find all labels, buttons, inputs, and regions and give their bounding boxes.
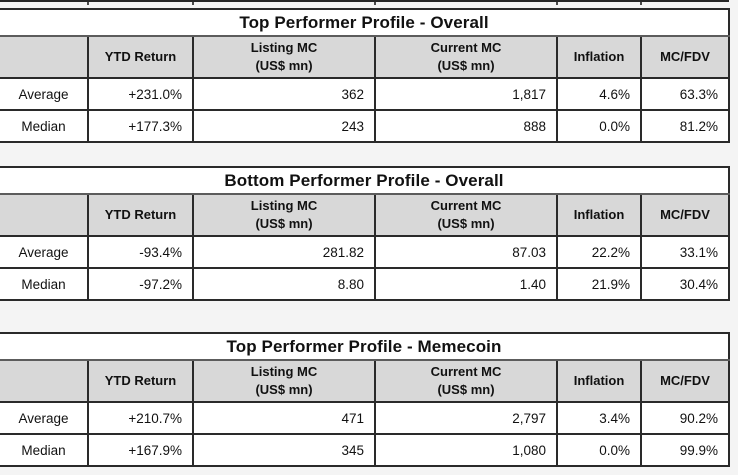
header-line: Current MC [430, 40, 502, 56]
col-header-ytd-return: YTD Return [88, 35, 194, 79]
table-row-median: Median -97.2% 8.80 1.40 21.9% 30.4% [0, 267, 731, 301]
col-header-inflation: Inflation [557, 359, 642, 403]
col-header-ytd-return: YTD Return [88, 193, 194, 237]
col-header-mc-fdv: MC/FDV [641, 35, 731, 79]
cropped-column-tick [192, 2, 194, 5]
listing-mc-value: 345 [193, 433, 376, 467]
mc-fdv-value: 99.9% [641, 433, 731, 467]
table-header-row: YTD Return Listing MC (US$ mn) Current MC… [0, 35, 731, 79]
stats-table: Bottom Performer Profile - Overall YTD R… [0, 166, 731, 301]
col-header-blank [0, 359, 89, 403]
current-mc-value: 2,797 [375, 401, 558, 435]
col-header-blank [0, 35, 89, 79]
col-header-ytd-return: YTD Return [88, 359, 194, 403]
col-header-listing-mc: Listing MC (US$ mn) [193, 359, 376, 403]
listing-mc-value: 8.80 [193, 267, 376, 301]
col-header-listing-mc: Listing MC (US$ mn) [193, 35, 376, 79]
table-top-performer-memecoin: Top Performer Profile - Memecoin YTD Ret… [0, 332, 731, 467]
current-mc-value: 888 [375, 109, 558, 143]
ytd-return-value: +210.7% [88, 401, 194, 435]
col-header-blank [0, 193, 89, 237]
mc-fdv-value: 63.3% [641, 77, 731, 111]
current-mc-value: 1,080 [375, 433, 558, 467]
header-line: Listing MC [250, 40, 318, 56]
col-header-current-mc: Current MC (US$ mn) [375, 35, 558, 79]
inflation-value: 21.9% [557, 267, 642, 301]
mc-fdv-value: 81.2% [641, 109, 731, 143]
ytd-return-value: +177.3% [88, 109, 194, 143]
ytd-return-value: +231.0% [88, 77, 194, 111]
table-row-median: Median +167.9% 345 1,080 0.0% 99.9% [0, 433, 731, 467]
col-header-inflation: Inflation [557, 193, 642, 237]
col-header-inflation: Inflation [557, 35, 642, 79]
listing-mc-value: 281.82 [193, 235, 376, 269]
table-title: Bottom Performer Profile - Overall [0, 166, 731, 195]
table-title: Top Performer Profile - Overall [0, 8, 731, 37]
stats-table: Top Performer Profile - Overall YTD Retu… [0, 8, 731, 143]
table-header-row: YTD Return Listing MC (US$ mn) Current MC… [0, 359, 731, 403]
mc-fdv-value: 30.4% [641, 267, 731, 301]
row-label: Average [0, 235, 89, 269]
mc-fdv-value: 33.1% [641, 235, 731, 269]
table-row-average: Average +210.7% 471 2,797 3.4% 90.2% [0, 401, 731, 435]
current-mc-value: 1,817 [375, 77, 558, 111]
inflation-value: 22.2% [557, 235, 642, 269]
listing-mc-value: 471 [193, 401, 376, 435]
header-unit: (US$ mn) [255, 58, 313, 73]
current-mc-value: 1.40 [375, 267, 558, 301]
cropped-column-tick [87, 2, 89, 5]
stats-table: Top Performer Profile - Memecoin YTD Ret… [0, 332, 731, 467]
header-unit: (US$ mn) [437, 382, 495, 397]
row-label: Median [0, 109, 89, 143]
col-header-mc-fdv: MC/FDV [641, 359, 731, 403]
table-title-row: Top Performer Profile - Overall [0, 8, 731, 37]
row-label: Average [0, 77, 89, 111]
header-line: Listing MC [250, 364, 318, 380]
table-title: Top Performer Profile - Memecoin [0, 332, 731, 361]
table-row-median: Median +177.3% 243 888 0.0% 81.2% [0, 109, 731, 143]
table-top-performer-overall: Top Performer Profile - Overall YTD Retu… [0, 8, 731, 143]
table-row-average: Average +231.0% 362 1,817 4.6% 63.3% [0, 77, 731, 111]
inflation-value: 3.4% [557, 401, 642, 435]
listing-mc-value: 362 [193, 77, 376, 111]
row-label: Median [0, 267, 89, 301]
cropped-column-tick [374, 2, 376, 5]
cropped-column-tick [640, 2, 642, 5]
header-line: Current MC [430, 198, 502, 214]
header-line: Current MC [430, 364, 502, 380]
header-line: Listing MC [250, 198, 318, 214]
listing-mc-value: 243 [193, 109, 376, 143]
col-header-listing-mc: Listing MC (US$ mn) [193, 193, 376, 237]
table-row-average: Average -93.4% 281.82 87.03 22.2% 33.1% [0, 235, 731, 269]
row-label: Median [0, 433, 89, 467]
col-header-current-mc: Current MC (US$ mn) [375, 359, 558, 403]
ytd-return-value: -93.4% [88, 235, 194, 269]
col-header-mc-fdv: MC/FDV [641, 193, 731, 237]
header-unit: (US$ mn) [255, 382, 313, 397]
header-unit: (US$ mn) [437, 58, 495, 73]
current-mc-value: 87.03 [375, 235, 558, 269]
inflation-value: 0.0% [557, 109, 642, 143]
header-unit: (US$ mn) [437, 216, 495, 231]
ytd-return-value: -97.2% [88, 267, 194, 301]
table-header-row: YTD Return Listing MC (US$ mn) Current MC… [0, 193, 731, 237]
table-bottom-performer-overall: Bottom Performer Profile - Overall YTD R… [0, 166, 731, 301]
inflation-value: 0.0% [557, 433, 642, 467]
mc-fdv-value: 90.2% [641, 401, 731, 435]
cropped-table-edge [0, 0, 729, 2]
ytd-return-value: +167.9% [88, 433, 194, 467]
table-title-row: Bottom Performer Profile - Overall [0, 166, 731, 195]
row-label: Average [0, 401, 89, 435]
header-unit: (US$ mn) [255, 216, 313, 231]
col-header-current-mc: Current MC (US$ mn) [375, 193, 558, 237]
cropped-column-tick [556, 2, 558, 5]
table-title-row: Top Performer Profile - Memecoin [0, 332, 731, 361]
inflation-value: 4.6% [557, 77, 642, 111]
